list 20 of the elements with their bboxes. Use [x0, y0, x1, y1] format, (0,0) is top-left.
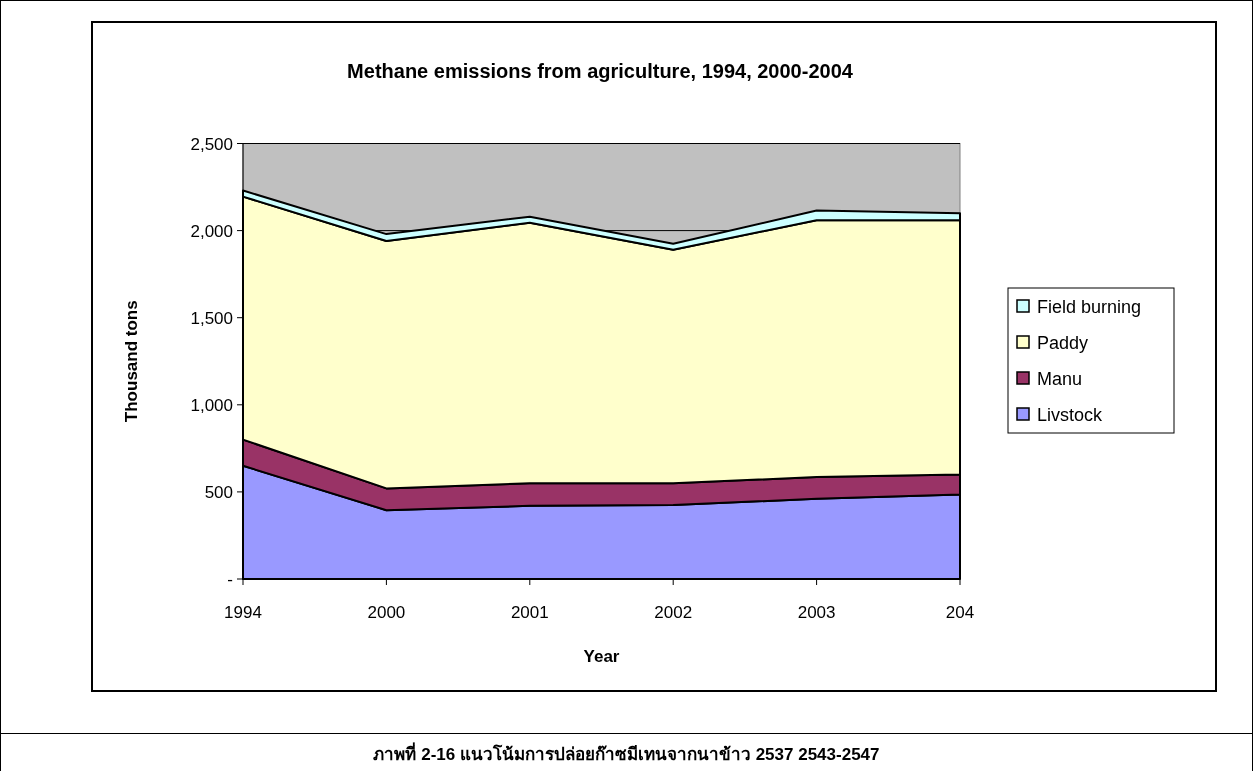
- legend-label: Field burning: [1037, 297, 1142, 317]
- chart-title: Methane emissions from agriculture, 1994, 2000-2004: [347, 60, 854, 82]
- y-axis-title: Thousand tons: [122, 300, 141, 423]
- x-tick-label: 2000: [367, 603, 406, 622]
- y-tick-label: 500: [204, 482, 233, 502]
- y-tick-label: 2,000: [190, 221, 233, 241]
- x-tick-label: 204: [945, 603, 975, 622]
- legend-label: Manu: [1037, 369, 1083, 389]
- x-tick-label: 2001: [510, 603, 549, 622]
- y-tick-label: 1,000: [190, 395, 233, 415]
- x-axis-title: Year: [583, 647, 620, 666]
- y-tick-label: 1,500: [190, 308, 233, 328]
- x-tick-label: 2002: [654, 603, 693, 622]
- legend-label: Paddy: [1037, 333, 1089, 353]
- y-tick-label: -: [227, 570, 233, 589]
- legend-label: Livstock: [1037, 405, 1104, 425]
- text: ภาพที่ 2-16 แนวโน้มการปล่อยก๊าซมีเทนจากนาข้าว 2537 2543-2547: [373, 742, 880, 764]
- x-tick-label: 2003: [797, 603, 836, 622]
- y-tick-label: 2,500: [190, 134, 233, 154]
- x-tick-label: 1994: [224, 603, 262, 622]
